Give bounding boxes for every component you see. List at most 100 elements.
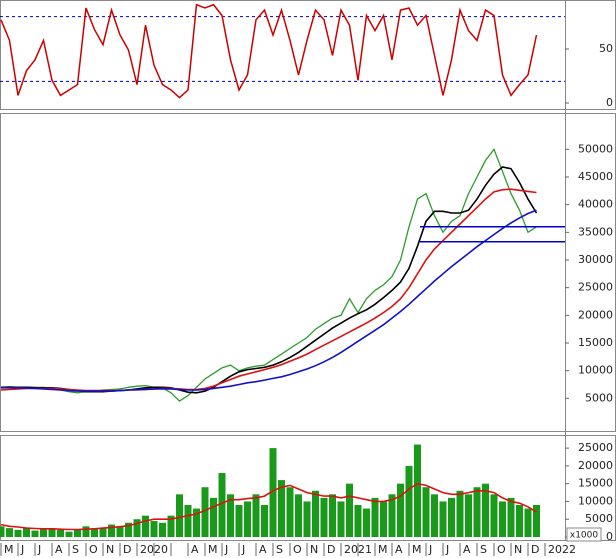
volume-bar — [380, 501, 387, 537]
x-tick-label: S — [276, 543, 283, 556]
y-tick-label: 30000 — [578, 253, 613, 266]
volume-bar — [176, 494, 183, 537]
x-tick-label: O — [293, 543, 302, 556]
x-tick-label: A — [463, 543, 471, 556]
volume-bar — [346, 483, 353, 537]
y-tick-label: 50 — [599, 42, 613, 55]
volume-bar — [167, 515, 175, 537]
volume-bar — [31, 530, 39, 537]
y-tick-label: 25000 — [578, 441, 613, 454]
volume-bar — [133, 519, 141, 537]
volume-bar — [354, 505, 362, 537]
volume-bar — [397, 483, 404, 537]
volume-bar — [295, 494, 302, 537]
volume-bar — [312, 490, 319, 537]
volume-bar — [269, 448, 277, 537]
volume-bar — [363, 508, 370, 537]
x-tick-label: N — [310, 543, 318, 556]
x-tick-label: D — [123, 543, 131, 556]
y-tick-label: 15000 — [578, 336, 613, 349]
volume-average — [0, 482, 537, 531]
volume-bar — [244, 501, 251, 537]
volume-bar — [533, 505, 540, 537]
x-tick-label: J — [241, 543, 245, 556]
volume-bar — [490, 494, 498, 537]
x-tick-label: D — [531, 543, 539, 556]
volume-bar — [40, 529, 47, 537]
volume-bar — [82, 526, 90, 537]
price-line — [0, 147, 537, 402]
volume-bar — [6, 528, 13, 537]
x-tick-label: N — [514, 543, 522, 556]
volume-bar — [524, 508, 532, 537]
volume-bar — [439, 501, 447, 537]
y-tick-label: 20000 — [578, 459, 613, 472]
y-tick-label: 25000 — [578, 281, 613, 294]
volume-bar — [286, 487, 294, 537]
x-tick-label: D — [327, 543, 335, 556]
volume-bar — [193, 508, 200, 537]
volume-bar — [116, 526, 124, 537]
y-tick-label: 35000 — [578, 225, 613, 238]
x-tick-label: A — [55, 543, 63, 556]
volume-bar — [227, 494, 234, 537]
x-tick-label: J — [37, 543, 41, 556]
y-tick-label: 40000 — [578, 198, 613, 211]
volume-bar — [23, 528, 30, 537]
volume-bar — [0, 526, 5, 537]
y-tick-label: 0 — [606, 530, 613, 543]
stochastic-line — [0, 3, 538, 99]
volume-bar — [57, 529, 64, 537]
volume-bar — [14, 529, 22, 537]
x-tick-label: 2022 — [548, 543, 576, 556]
unit-label: x1000 — [570, 531, 599, 541]
volume-bar — [388, 494, 396, 537]
moving-average — [1, 166, 538, 394]
x-tick-label: J — [20, 543, 24, 556]
volume-bar — [303, 501, 311, 537]
volume-bar — [252, 494, 260, 537]
volume-bar — [91, 528, 98, 537]
x-tick-label: O — [497, 543, 506, 556]
x-tick-label: M — [208, 543, 218, 556]
volume-bar — [235, 505, 243, 537]
volume-bar — [142, 515, 149, 537]
volume-bar — [210, 497, 217, 537]
x-tick-label: S — [72, 543, 79, 556]
y-tick-label: 45000 — [578, 170, 613, 183]
price-panel — [0, 113, 616, 432]
x-tick-label: O — [89, 543, 98, 556]
volume-bar — [448, 497, 455, 537]
volume-bar — [74, 529, 81, 537]
volume-bar — [201, 487, 209, 537]
volume-bar — [516, 505, 523, 537]
y-tick-label: 15000 — [578, 477, 613, 490]
volume-bar — [99, 528, 107, 537]
volume-bar — [218, 473, 226, 537]
x-tick-label: A — [395, 543, 403, 556]
x-tick-label: M — [4, 543, 14, 556]
volume-bar — [337, 501, 345, 537]
y-tick-label: 0 — [606, 96, 613, 109]
y-tick-label: 50000 — [578, 142, 613, 155]
volume-bar — [125, 522, 132, 537]
x-tick-label: J — [445, 543, 449, 556]
x-tick-label: M — [378, 543, 388, 556]
x-tick-label: A — [259, 543, 267, 556]
moving-average — [0, 188, 537, 392]
volume-bar — [507, 497, 515, 537]
volume-bar — [184, 505, 192, 537]
y-tick-label: 5000 — [585, 391, 613, 404]
y-tick-label: 10000 — [578, 364, 613, 377]
y-tick-label: 10000 — [578, 494, 613, 507]
volume-bar — [150, 521, 158, 537]
x-tick-label: N — [106, 543, 114, 556]
x-tick-label: J — [224, 543, 228, 556]
volume-bar — [261, 505, 268, 537]
y-tick-label: 5000 — [585, 512, 613, 525]
volume-bar — [320, 497, 328, 537]
unit-box — [566, 527, 602, 542]
volume-bar — [431, 494, 438, 537]
volume-bar — [465, 494, 472, 537]
